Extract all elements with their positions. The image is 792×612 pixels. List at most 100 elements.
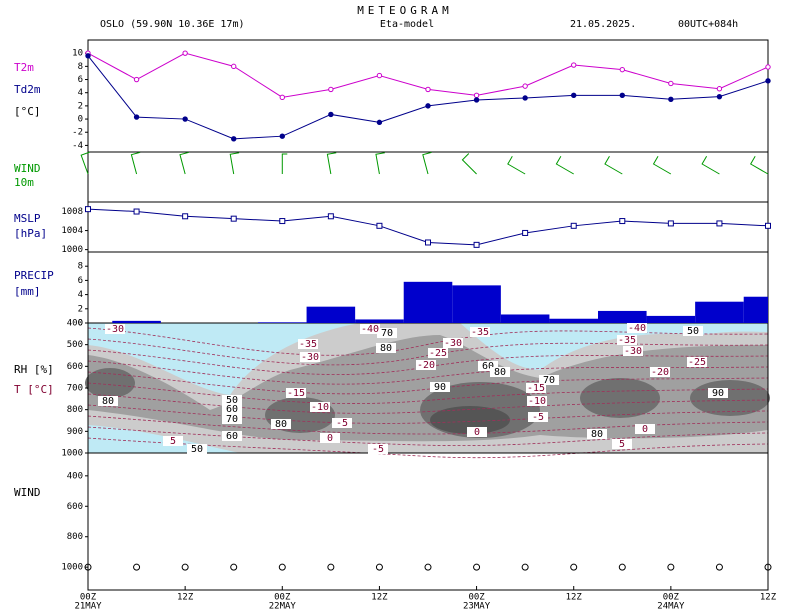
y-tick-label: 400 (67, 471, 83, 481)
isotherm (88, 415, 768, 435)
panel-title: PRECIP (14, 269, 54, 282)
contour-label: 60 (226, 404, 238, 415)
contour-label: 0 (642, 424, 648, 435)
label-bg (708, 388, 728, 398)
contour-label: 50 (687, 326, 699, 337)
wind-barb (652, 155, 672, 175)
contour-label: 70 (381, 328, 393, 339)
marker (133, 208, 140, 215)
label-bg (300, 352, 320, 362)
label-bg (360, 324, 380, 334)
contour-label: 5 (619, 439, 625, 450)
marker (328, 111, 334, 118)
bar (500, 314, 550, 323)
label-bg (470, 327, 490, 337)
calm-marker (327, 563, 335, 571)
calm-marker (424, 563, 432, 571)
bar (646, 315, 696, 323)
label-bg (526, 383, 546, 393)
label-bg (163, 436, 183, 446)
calm-marker (521, 563, 529, 571)
y-tick-label: 500 (67, 340, 83, 350)
y-tick-label: 1000 (61, 245, 83, 255)
contour-label: 0 (327, 433, 333, 444)
x-tick-date: 24MAY (657, 602, 685, 612)
isotherm (88, 437, 768, 459)
y-tick-label: 1000 (61, 563, 83, 573)
wind-barb (80, 151, 90, 175)
y-tick-label: 1008 (61, 207, 83, 217)
marker (668, 80, 674, 87)
marker (765, 64, 771, 70)
x-tick-label: 00Z (468, 593, 485, 603)
label-bg (105, 324, 125, 334)
contour-label: -10 (311, 402, 329, 413)
marker (570, 222, 577, 229)
marker (473, 241, 480, 248)
contour-label: -30 (444, 338, 462, 349)
y-tick-label: 6 (78, 75, 83, 85)
calm-marker (278, 563, 286, 571)
contour-label: -30 (106, 324, 124, 335)
marker (376, 72, 383, 79)
x-tick-label: 12Z (760, 593, 777, 603)
calm-marker (230, 563, 238, 571)
wind-barb (375, 152, 385, 175)
bar (403, 281, 453, 323)
label-bg (587, 429, 607, 439)
y-label: [°C] (14, 105, 41, 118)
marker (182, 116, 188, 122)
marker (425, 103, 431, 109)
calm-marker (375, 563, 383, 571)
run: 00UTC+084h (678, 19, 738, 30)
y-tick-label: 800 (67, 532, 83, 542)
x-tick-label: 00Z (663, 593, 680, 603)
panel-subtitle: T [°C] (14, 383, 54, 396)
marker (231, 136, 237, 142)
legend-mslp: MSLP (14, 212, 41, 225)
bar (549, 318, 598, 323)
marker (376, 222, 383, 229)
contour-label: 80 (275, 419, 287, 430)
panel-title: RH [%] (14, 363, 54, 376)
x-tick-date: 22MAY (269, 602, 297, 612)
marker (473, 92, 480, 99)
marker (133, 76, 140, 83)
x-tick-label: 00Z (274, 593, 291, 603)
y-tick-label: 800 (67, 405, 83, 415)
line (87, 55, 769, 140)
label-bg (222, 404, 242, 414)
label-bg (627, 323, 647, 333)
x-tick-label: 12Z (371, 593, 388, 603)
marker (522, 229, 529, 236)
marker (765, 222, 771, 229)
label-bg (320, 433, 340, 443)
y-tick-label: 8 (78, 262, 83, 272)
bar (598, 310, 647, 323)
marker (619, 92, 625, 99)
label-bg (478, 361, 498, 371)
contour-label: -25 (429, 348, 447, 359)
contour-label: -35 (618, 335, 636, 346)
y-tick-label: 600 (67, 362, 83, 372)
label-bg (528, 412, 548, 422)
label-bg (443, 338, 463, 348)
calm-marker (133, 563, 141, 571)
wind-barb (422, 151, 432, 175)
label-bg (650, 367, 670, 377)
y-tick-label: 400 (67, 319, 83, 329)
wind-barb (179, 151, 189, 175)
marker (327, 213, 334, 220)
contour-label: 60 (226, 431, 238, 442)
label-bg (222, 395, 242, 405)
label-bg (623, 346, 643, 356)
contour-label: -15 (287, 388, 305, 399)
panel-title: WIND (14, 162, 41, 175)
marker (85, 53, 91, 59)
x-tick-label: 12Z (566, 593, 583, 603)
label-bg (222, 414, 242, 424)
legend-td2m: Td2m (14, 83, 41, 96)
marker (231, 63, 237, 70)
x-tick-date: 23MAY (463, 602, 491, 612)
wind-barb (604, 155, 623, 175)
